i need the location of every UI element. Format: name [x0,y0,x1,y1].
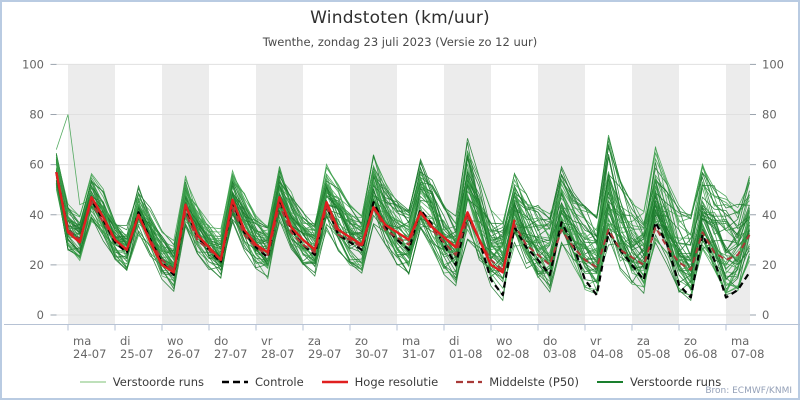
x-date-label: 04-08 [590,347,623,361]
y-axis-label-right: 60 [762,158,777,172]
y-axis-label-right: 80 [762,108,777,122]
x-date-label: 25-07 [120,347,153,361]
ensemble-line [55,166,750,288]
chart-title: Windstoten (km/uur) [310,8,490,28]
x-day-label: vr [590,334,602,348]
x-day-label: zo [355,334,368,348]
legend-swatch-line-icon [596,381,623,383]
source-credit: Bron: ECMWF/KNMI [705,386,792,396]
median-p50-line [55,172,751,271]
legend-item: Hoge resolutie [321,375,439,389]
y-axis-label-left: 100 [22,57,44,71]
legend-label: Controle [255,375,304,389]
x-date-label: 28-07 [261,347,294,361]
ensemble-line [55,155,750,293]
y-axis-label-right: 40 [762,208,777,222]
legend-label: Verstoorde runs [629,375,722,389]
x-day-label: zo [684,334,697,348]
y-axis-label-left: 0 [37,308,44,322]
legend-label: Middelste (P50) [489,375,579,389]
x-date-label: 01-08 [449,347,482,361]
y-axis-label-left: 20 [29,258,44,272]
x-day-label: do [543,334,557,348]
x-day-label: za [637,334,650,348]
x-day-label: wo [496,334,512,348]
x-date-label: 30-07 [355,347,388,361]
x-date-label: 06-08 [684,347,717,361]
chart-legend: Verstoorde runs Controle Hoge resolutie Mid… [2,372,798,392]
y-axis-label-right: 0 [762,308,769,322]
legend-swatch-dashed-icon [222,380,248,384]
y-axis-label-right: 100 [762,57,784,71]
x-date-label: 24-07 [73,347,106,361]
ensemble-line [55,153,750,283]
chart-subtitle: Twenthe, zondag 23 juli 2023 (Versie zo … [262,35,538,49]
legend-swatch-line-icon [79,381,106,383]
x-day-label: do [214,334,228,348]
x-day-label: di [449,334,460,348]
ensemble-line [55,153,750,278]
ensemble-line [55,155,750,291]
x-day-label: ma [402,334,420,348]
x-date-label: 07-08 [731,347,764,361]
hires-line [55,171,516,274]
x-date-label: 03-08 [543,347,576,361]
legend-label: Verstoorde runs [112,375,204,389]
x-day-label: di [120,334,131,348]
legend-label: Hoge resolutie [354,375,439,389]
y-axis-label-left: 60 [29,158,44,172]
legend-item: Verstoorde runs [596,375,721,389]
x-day-label: za [308,334,321,348]
x-day-label: ma [731,334,749,348]
x-day-label: vr [261,334,273,348]
ensemble-line [55,137,750,276]
legend-item: Controle [221,375,304,389]
legend-swatch-dashed-icon [456,380,483,384]
x-date-label: 26-07 [167,347,200,361]
legend-item: Verstoorde runs [79,375,204,389]
y-axis-label-right: 20 [762,258,777,272]
x-day-label: ma [73,334,91,348]
x-date-label: 31-07 [402,347,435,361]
x-date-label: 29-07 [308,347,341,361]
x-day-label: wo [167,334,183,348]
ensemble-line [55,162,750,298]
x-date-label: 05-08 [637,347,670,361]
legend-swatch-line-icon [321,380,348,384]
x-date-label: 02-08 [496,347,529,361]
x-date-label: 27-07 [214,347,247,361]
y-axis-label-left: 40 [29,208,44,222]
ensemble-line [55,150,750,295]
control-line [55,171,751,299]
legend-item: Middelste (P50) [455,375,579,389]
ensemble-line [55,142,750,284]
y-axis-label-left: 80 [29,108,44,122]
